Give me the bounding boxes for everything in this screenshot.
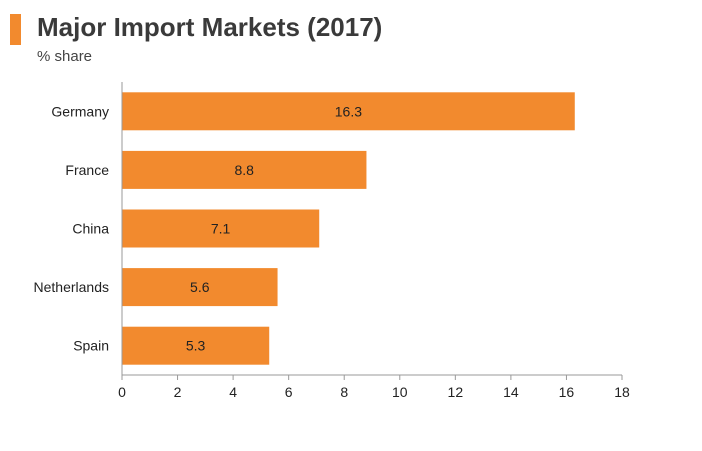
value-label-netherlands: 5.6 bbox=[190, 279, 210, 295]
category-label-germany: Germany bbox=[51, 103, 109, 119]
bar-netherlands bbox=[122, 268, 278, 307]
chart-subtitle: % share bbox=[37, 48, 93, 65]
value-label-china: 7.1 bbox=[211, 221, 231, 237]
x-tick-label-2: 2 bbox=[174, 384, 182, 400]
x-tick-label-8: 8 bbox=[340, 384, 348, 400]
x-tick-label-12: 12 bbox=[448, 384, 464, 400]
bar-france bbox=[122, 150, 367, 189]
x-tick-label-4: 4 bbox=[229, 384, 237, 400]
value-label-spain: 5.3 bbox=[186, 338, 206, 354]
chart-title: Major Import Markets (2017) bbox=[37, 12, 383, 42]
x-tick-label-16: 16 bbox=[559, 384, 575, 400]
category-label-china: China bbox=[72, 221, 109, 237]
bar-china bbox=[122, 209, 320, 248]
value-label-germany: 16.3 bbox=[335, 103, 362, 119]
bar-germany bbox=[122, 92, 575, 131]
category-label-spain: Spain bbox=[73, 338, 109, 354]
x-tick-label-10: 10 bbox=[392, 384, 408, 400]
title-accent-bar bbox=[10, 14, 21, 45]
value-label-france: 8.8 bbox=[234, 162, 254, 178]
x-tick-label-18: 18 bbox=[614, 384, 630, 400]
x-tick-label-14: 14 bbox=[503, 384, 519, 400]
x-tick-label-0: 0 bbox=[118, 384, 126, 400]
category-label-netherlands: Netherlands bbox=[34, 279, 110, 295]
category-label-france: France bbox=[65, 162, 109, 178]
x-tick-label-6: 6 bbox=[285, 384, 293, 400]
bar-spain bbox=[122, 326, 270, 365]
